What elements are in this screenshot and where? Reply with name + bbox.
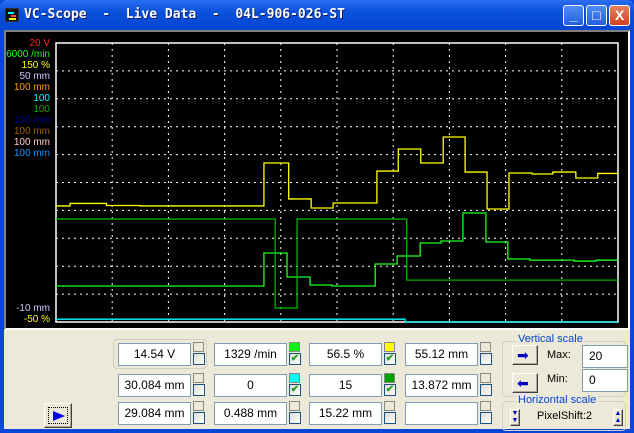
arrow-left-icon: ⬅ — [517, 375, 529, 391]
window-title: VC-Scope - Live Data - 04L-906-026-ST — [24, 7, 345, 22]
trace-visible-checkbox[interactable] — [480, 384, 492, 396]
value-field: 1329 /min — [214, 343, 287, 366]
scale-label: 20 V — [29, 38, 50, 49]
min-label: Min: — [547, 373, 568, 385]
scale-label: 50 mm — [19, 71, 50, 82]
vertical-scale-title: Vertical scale — [516, 333, 585, 345]
arrow-right-icon: ➡ — [517, 347, 529, 363]
trace-visible-checkbox[interactable] — [193, 353, 205, 365]
trace-color-swatch[interactable] — [193, 401, 204, 411]
client-area: 20 V 6000 /min 150 % 50 mm 100 mm 100 100 100 m… — [4, 30, 630, 431]
trace-visible-checkbox[interactable]: ✔ — [289, 353, 301, 365]
check-icon: ✔ — [385, 384, 395, 395]
value-field: 15.22 mm — [309, 402, 382, 425]
max-label: Max: — [547, 349, 571, 361]
scale-label: 100 mm — [13, 126, 50, 137]
scale-label: 6000 /min — [6, 49, 50, 60]
trace-color-swatch[interactable] — [384, 373, 395, 383]
value-field: 15 — [309, 374, 382, 397]
trace-color-swatch[interactable] — [480, 401, 491, 411]
trace-visible-checkbox[interactable] — [193, 384, 205, 396]
pixelshift-up-button[interactable]: ▲ ▲ — [613, 409, 623, 426]
scale-label: 100 mm — [13, 115, 50, 126]
trace-visible-checkbox[interactable]: ✔ — [384, 353, 396, 365]
trace-color-swatch[interactable] — [289, 373, 300, 383]
scale-label: 100 mm — [13, 148, 50, 159]
value-field — [405, 402, 478, 425]
double-down-icon: ▼ ▼ — [511, 410, 519, 424]
trace-color-swatch[interactable] — [193, 342, 204, 352]
trace-series-3 — [56, 318, 618, 323]
min-input[interactable]: 0 — [582, 369, 628, 392]
trace-series-0 — [56, 136, 618, 210]
trace-visible-checkbox[interactable] — [480, 412, 492, 424]
scale-label: 100 mm — [13, 82, 50, 93]
plot-frame — [55, 42, 619, 323]
close-button[interactable]: X — [609, 5, 630, 26]
trace-visible-checkbox[interactable] — [193, 412, 205, 424]
minimize-button[interactable]: _ — [563, 5, 584, 26]
trace-visible-checkbox[interactable] — [384, 412, 396, 424]
title-bar: VC-Scope - Live Data - 04L-906-026-ST _ … — [0, 0, 634, 30]
selected-field-frame — [113, 339, 207, 369]
play-icon — [53, 411, 65, 421]
value-field: 0 — [214, 374, 287, 397]
trace-series-2 — [56, 218, 618, 309]
max-input[interactable]: 20 — [582, 345, 628, 368]
pixelshift-down-button[interactable]: ▼ ▼ — [510, 409, 520, 426]
increase-scale-button[interactable]: ➡ — [512, 345, 538, 365]
trace-color-swatch[interactable] — [384, 342, 395, 352]
check-icon: ✔ — [290, 384, 300, 395]
scale-label: -50 % — [23, 314, 50, 325]
pixelshift-value: PixelShift:2 — [537, 410, 593, 422]
trace-color-swatch[interactable] — [193, 373, 204, 383]
trace-series-1 — [56, 212, 618, 287]
scale-label: 150 % — [21, 60, 50, 71]
decrease-scale-button[interactable]: ⬅ — [512, 373, 538, 393]
check-icon: ✔ — [385, 353, 395, 364]
trace-visible-checkbox[interactable]: ✔ — [289, 384, 301, 396]
scope-plot — [55, 42, 619, 323]
trace-visible-checkbox[interactable] — [480, 353, 492, 365]
app-icon — [5, 8, 19, 22]
scale-label: 100 mm — [13, 137, 50, 148]
check-icon: ✔ — [290, 353, 300, 364]
value-field: 56.5 % — [309, 343, 382, 366]
value-field: 0.488 mm — [214, 402, 287, 425]
scale-label: 100 — [33, 93, 50, 104]
maximize-button[interactable]: □ — [586, 5, 607, 26]
trace-color-swatch[interactable] — [289, 342, 300, 352]
value-field: 30.084 mm — [118, 374, 191, 397]
double-up-icon: ▲ ▲ — [614, 410, 622, 424]
scale-label: -10 mm — [16, 303, 50, 314]
trace-visible-checkbox[interactable]: ✔ — [384, 384, 396, 396]
scope-display: 20 V 6000 /min 150 % 50 mm 100 mm 100 100 100 m… — [4, 30, 630, 330]
value-field: 14.54 V — [118, 343, 191, 366]
value-field: 29.084 mm — [118, 402, 191, 425]
trace-color-swatch[interactable] — [480, 373, 491, 383]
trace-visible-checkbox[interactable] — [289, 412, 301, 424]
value-field: 55.12 mm — [405, 343, 478, 366]
trace-color-swatch[interactable] — [289, 401, 300, 411]
trace-color-swatch[interactable] — [384, 401, 395, 411]
play-button[interactable] — [44, 403, 72, 428]
scale-label: 100 — [33, 104, 50, 115]
trace-color-swatch[interactable] — [480, 342, 491, 352]
value-field: 13.872 mm — [405, 374, 478, 397]
horizontal-scale-title: Horizontal scale — [516, 394, 599, 406]
